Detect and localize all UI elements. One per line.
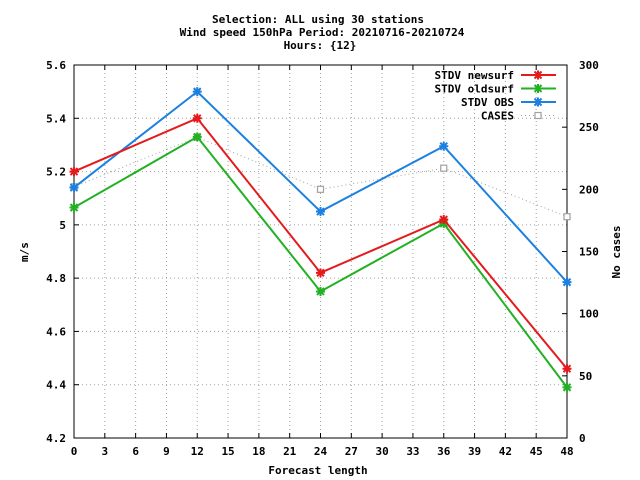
legend-item-stdv-newsurf: STDV newsurf <box>435 69 556 82</box>
y2-tick-label: 150 <box>579 246 599 259</box>
legend-item-stdv-oldsurf: STDV oldsurf <box>435 83 556 96</box>
x-tick-label: 36 <box>437 445 451 458</box>
y2-tick-label: 100 <box>579 308 599 321</box>
y-tick-label: 5 <box>59 219 66 232</box>
data-point-stdv-obs <box>69 183 79 193</box>
x-tick-label: 3 <box>102 445 109 458</box>
chart-title-line-3: Hours: {12} <box>284 39 357 52</box>
data-point-cases <box>563 213 571 221</box>
x-tick-label: 15 <box>221 445 234 458</box>
x-tick-label: 12 <box>191 445 204 458</box>
y-tick-label: 4.6 <box>46 325 66 338</box>
data-point-cases <box>316 185 325 193</box>
x-tick-label: 39 <box>468 445 481 458</box>
x-tick-label: 27 <box>345 445 358 458</box>
x-axis-label: Forecast length <box>268 464 367 477</box>
axis-ticks: 0 3 6 9 12 15 18 21 24 27 30 33 36 39 42 45 484.24.44.64… <box>46 59 599 458</box>
legend-item-cases: CASES <box>481 110 556 123</box>
data-point-stdv-newsurf <box>69 167 79 177</box>
x-tick-label: 24 <box>314 445 328 458</box>
series-stdv-newsurf <box>69 113 572 374</box>
series-stdv-oldsurf <box>69 132 572 392</box>
legend-label-stdv-oldsurf: STDV oldsurf <box>435 83 514 96</box>
data-point-cases <box>440 164 448 172</box>
data-point-stdv-newsurf <box>562 364 572 374</box>
x-tick-label: 48 <box>560 445 573 458</box>
x-tick-label: 30 <box>376 445 389 458</box>
y2-tick-label: 250 <box>579 121 599 134</box>
data-point-stdv-obs <box>439 141 449 151</box>
x-tick-label: 45 <box>530 445 543 458</box>
legend-label-stdv-newsurf: STDV newsurf <box>435 69 514 82</box>
y2-axis-label: No cases <box>610 226 623 279</box>
y-tick-label: 4.8 <box>46 272 66 285</box>
legend-marker-cases <box>534 111 542 120</box>
data-point-stdv-obs <box>316 207 325 217</box>
chart-title-line-2: Wind speed 150hPa Period: 20210716-20210… <box>180 26 465 39</box>
y-axis-label: m/s <box>18 242 31 262</box>
x-tick-label: 42 <box>499 445 512 458</box>
x-tick-label: 18 <box>252 445 265 458</box>
data-point-stdv-oldsurf <box>562 382 572 392</box>
legend-label-cases: CASES <box>481 110 514 123</box>
y2-tick-label: 300 <box>579 59 599 72</box>
x-tick-label: 33 <box>406 445 419 458</box>
legend-label-stdv-obs: STDV OBS <box>461 96 514 109</box>
data-point-stdv-newsurf <box>439 215 449 225</box>
x-tick-label: 9 <box>163 445 170 458</box>
y-tick-label: 5.6 <box>46 59 66 72</box>
legend-marker-stdv-obs <box>533 97 543 107</box>
y2-tick-label: 0 <box>579 432 586 445</box>
data-point-stdv-oldsurf <box>192 132 202 142</box>
x-tick-label: 6 <box>132 445 139 458</box>
legend-item-stdv-obs: STDV OBS <box>461 96 556 109</box>
data-point-stdv-obs <box>562 277 572 287</box>
data-point-stdv-newsurf <box>192 113 202 123</box>
data-point-stdv-oldsurf <box>316 286 325 296</box>
x-tick-label: 0 <box>71 445 78 458</box>
series-line-cases <box>73 136 568 218</box>
y-tick-label: 4.4 <box>46 379 66 392</box>
y2-tick-label: 200 <box>579 183 599 196</box>
y-tick-label: 5.4 <box>46 112 66 125</box>
x-tick-label: 21 <box>283 445 297 458</box>
legend-marker-stdv-oldsurf <box>533 84 543 93</box>
data-point-stdv-oldsurf <box>69 203 79 213</box>
series-layer <box>69 87 572 392</box>
y-tick-label: 4.2 <box>46 432 66 445</box>
series-stdv-obs <box>69 87 572 287</box>
legend-marker-stdv-newsurf <box>533 70 543 80</box>
data-point-stdv-newsurf <box>316 268 325 278</box>
y-tick-label: 5.2 <box>46 166 66 179</box>
y2-tick-label: 50 <box>579 370 592 383</box>
data-point-stdv-obs <box>192 87 202 97</box>
chart-title-line-1: Selection: ALL using 30 stations <box>212 13 424 26</box>
